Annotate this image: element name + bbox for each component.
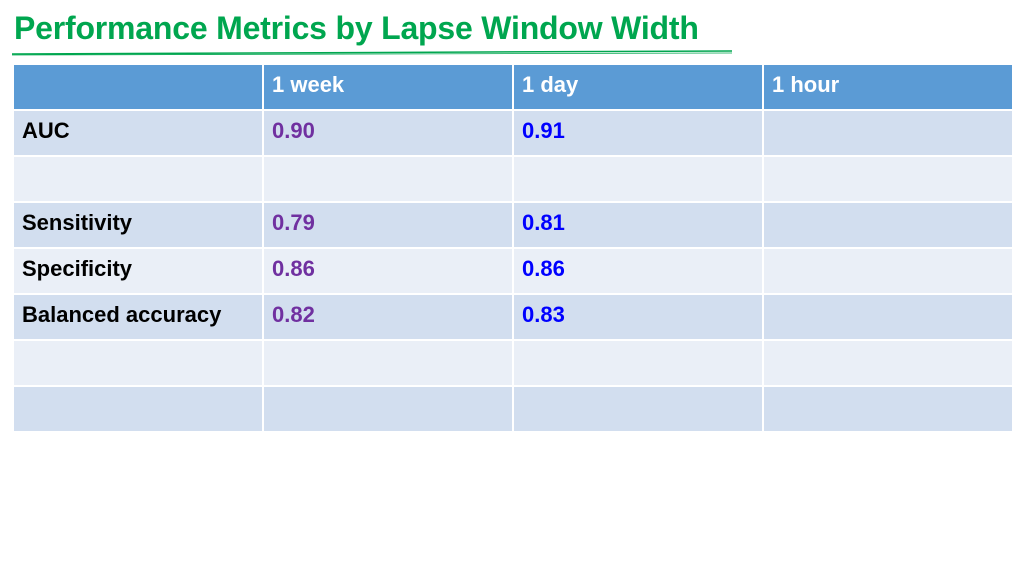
cell-week: 0.79 — [262, 201, 514, 249]
row-label: AUC — [12, 109, 264, 157]
cell-hour — [762, 339, 1014, 387]
slide-title: Performance Metrics by Lapse Window Widt… — [14, 10, 699, 46]
table-row: Specificity 0.86 0.86 — [12, 247, 1014, 295]
cell-hour — [762, 155, 1014, 203]
title-underline — [12, 50, 732, 56]
cell-week: 0.82 — [262, 293, 514, 341]
cell-hour — [762, 109, 1014, 157]
table-row: Balanced accuracy 0.82 0.83 — [12, 293, 1014, 341]
cell-hour — [762, 293, 1014, 341]
cell-hour — [762, 247, 1014, 295]
row-label: Balanced accuracy — [12, 293, 264, 341]
cell-day: 0.91 — [512, 109, 764, 157]
header-cell-corner — [12, 63, 264, 111]
cell-day — [512, 155, 764, 203]
table-row: AUC 0.90 0.91 — [12, 109, 1014, 157]
cell-week — [262, 339, 514, 387]
cell-day: 0.83 — [512, 293, 764, 341]
header-cell-1-hour: 1 hour — [762, 63, 1014, 111]
header-cell-1-week: 1 week — [262, 63, 514, 111]
cell-day: 0.86 — [512, 247, 764, 295]
table-row — [12, 385, 1014, 433]
row-label: Sensitivity — [12, 201, 264, 249]
cell-day — [512, 385, 764, 433]
cell-week — [262, 155, 514, 203]
cell-week: 0.86 — [262, 247, 514, 295]
cell-hour — [762, 201, 1014, 249]
cell-day: 0.81 — [512, 201, 764, 249]
table-row — [12, 339, 1014, 387]
cell-week: 0.90 — [262, 109, 514, 157]
row-label: Specificity — [12, 247, 264, 295]
metrics-table: 1 week 1 day 1 hour AUC 0.90 0.91 Sensit… — [12, 63, 1014, 433]
table-header-row: 1 week 1 day 1 hour — [12, 63, 1014, 111]
table-row — [12, 155, 1014, 203]
cell-day — [512, 339, 764, 387]
cell-hour — [762, 385, 1014, 433]
header-cell-1-day: 1 day — [512, 63, 764, 111]
row-label — [12, 339, 264, 387]
cell-week — [262, 385, 514, 433]
row-label — [12, 385, 264, 433]
row-label — [12, 155, 264, 203]
table-row: Sensitivity 0.79 0.81 — [12, 201, 1014, 249]
